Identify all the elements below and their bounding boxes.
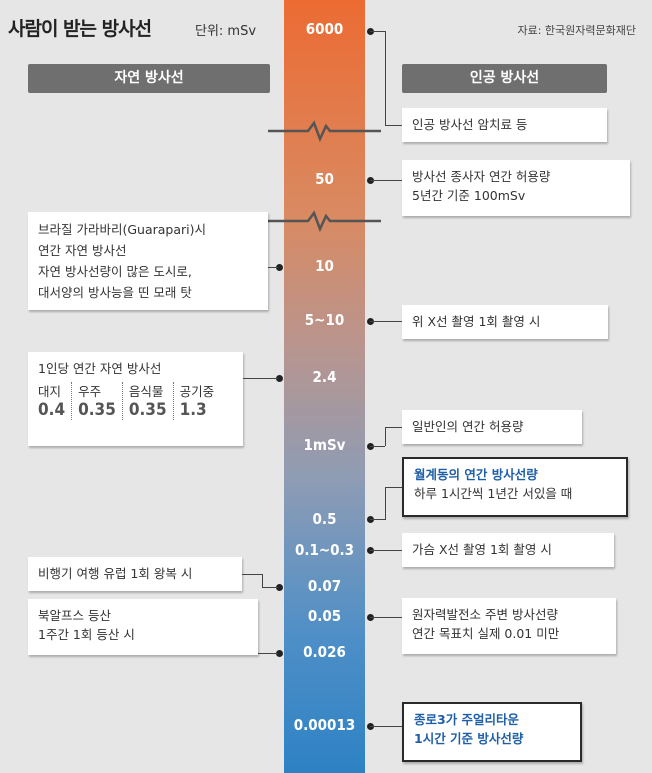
natural-sources-columns: 대지 0.4 우주 0.35 음식물 0.35 공기중 1.3 bbox=[38, 382, 233, 420]
source-value: 0.35 bbox=[128, 400, 167, 420]
source-label: 우주 bbox=[78, 384, 102, 399]
callout-per-capita-natural: 1인당 연간 자연 방사선 대지 0.4 우주 0.35 음식물 0.35 공기… bbox=[28, 352, 243, 446]
connector-line bbox=[370, 617, 402, 618]
connector-dot bbox=[276, 650, 283, 657]
connector-line bbox=[243, 378, 278, 379]
source-value: 1.3 bbox=[179, 400, 207, 420]
callout-line: 자연 방사선량이 많은 도시로, bbox=[38, 264, 192, 279]
callout-line: 가슴 X선 촬영 1회 촬영 시 bbox=[412, 542, 552, 557]
connector-line bbox=[370, 180, 402, 181]
scale-break-mark bbox=[268, 210, 381, 232]
callout-chest-xray: 가슴 X선 촬영 1회 촬영 시 bbox=[402, 533, 614, 567]
connector-line bbox=[262, 587, 278, 588]
scale-value-0-05: 0.05 bbox=[307, 607, 342, 625]
connector-line bbox=[385, 427, 386, 446]
callout-line: 5년간 기준 100mSv bbox=[412, 188, 526, 203]
connector-line bbox=[268, 267, 278, 268]
source-label: 공기중 bbox=[179, 384, 215, 399]
callout-line: 1시간 기준 방사선량 bbox=[414, 731, 524, 746]
callout-line: 연간 자연 방사선 bbox=[38, 243, 127, 258]
connector-line bbox=[385, 487, 386, 520]
source-value: 0.4 bbox=[38, 400, 66, 420]
callout-alps-hiking: 북알프스 등산 1주간 1회 등산 시 bbox=[28, 599, 258, 655]
connector-line bbox=[262, 574, 263, 587]
connector-line bbox=[385, 487, 402, 488]
connector-line bbox=[370, 321, 402, 322]
connector-dot bbox=[276, 264, 283, 271]
callout-line: 대서양의 방사능을 띤 모래 탓 bbox=[38, 285, 192, 300]
connector-line bbox=[242, 574, 262, 575]
connector-line bbox=[370, 446, 385, 447]
connector-dot bbox=[276, 375, 283, 382]
callout-line: 월계동의 연간 방사선량 bbox=[414, 467, 538, 482]
callout-line: 1주간 1회 등산 시 bbox=[38, 627, 135, 642]
source-column-food: 음식물 0.35 bbox=[123, 382, 174, 420]
callout-line: 북알프스 등산 bbox=[38, 608, 111, 623]
source-column-air: 공기중 1.3 bbox=[174, 382, 221, 420]
callout-line: 원자력발전소 주변 방사선량 bbox=[412, 607, 558, 622]
callout-line: 브라질 가라바리(Guarapari)시 bbox=[38, 222, 207, 237]
callout-nuclear-plant: 원자력발전소 주변 방사선량 연간 목표치 실제 0.01 미만 bbox=[402, 598, 616, 654]
source-column-space: 우주 0.35 bbox=[72, 382, 123, 420]
source-value: 0.35 bbox=[78, 400, 116, 420]
source-label: 자료: 한국원자력문화재단 bbox=[517, 24, 636, 37]
callout-cancer-therapy: 인공 방사선 암치료 등 bbox=[402, 108, 607, 142]
connector-line bbox=[370, 726, 402, 727]
connector-line bbox=[385, 31, 386, 125]
callout-title: 1인당 연간 자연 방사선 bbox=[38, 361, 162, 376]
scale-value-0-1-0-3: 0.1~0.3 bbox=[294, 541, 355, 559]
scale-value-50: 50 bbox=[315, 170, 334, 188]
callout-line: 인공 방사선 암치료 등 bbox=[412, 117, 528, 132]
unit-label: 단위: mSv bbox=[195, 24, 257, 39]
callout-line: 하루 1시간씩 1년간 서있을 때 bbox=[414, 486, 573, 501]
connector-line bbox=[370, 550, 402, 551]
scale-value-1msv: 1mSv bbox=[303, 436, 346, 454]
callout-wolgye-dong: 월계동의 연간 방사선량 하루 1시간씩 1년간 서있을 때 bbox=[402, 457, 628, 517]
callout-line: 종로3가 주얼리타운 bbox=[414, 712, 520, 727]
callout-line: 연간 목표치 실제 0.01 미만 bbox=[412, 626, 560, 641]
callout-guarapari: 브라질 가라바리(Guarapari)시 연간 자연 방사선 자연 방사선량이 … bbox=[28, 212, 268, 310]
connector-line bbox=[385, 125, 402, 126]
connector-line bbox=[385, 427, 402, 428]
connector-line bbox=[258, 653, 278, 654]
connector-line bbox=[370, 519, 385, 520]
callout-line: 방사선 종사자 연간 허용량 bbox=[412, 169, 551, 184]
callout-line: 위 X선 촬영 1회 촬영 시 bbox=[412, 314, 541, 329]
connector-dot bbox=[276, 584, 283, 591]
source-label: 음식물 bbox=[128, 384, 164, 399]
callout-flight-europe: 비행기 여행 유럽 1회 왕복 시 bbox=[28, 557, 242, 591]
page-title: 사람이 받는 방사선 bbox=[8, 18, 152, 40]
scale-value-10: 10 bbox=[315, 257, 334, 275]
source-column-land: 대지 0.4 bbox=[38, 382, 73, 420]
scale-value-6000: 6000 bbox=[305, 20, 344, 38]
scale-value-5-10: 5~10 bbox=[304, 311, 345, 329]
scale-value-0-07: 0.07 bbox=[307, 577, 342, 595]
scale-value-0-5: 0.5 bbox=[312, 510, 337, 528]
callout-public-limit: 일반인의 연간 허용량 bbox=[402, 410, 582, 444]
callout-line: 일반인의 연간 허용량 bbox=[412, 419, 524, 434]
scale-value-0-026: 0.026 bbox=[303, 643, 346, 661]
source-label: 대지 bbox=[38, 384, 62, 399]
artificial-radiation-header: 인공 방사선 bbox=[402, 64, 607, 93]
connector-line bbox=[370, 31, 385, 32]
scale-break-mark bbox=[268, 120, 381, 142]
scale-value-0-00013: 0.00013 bbox=[293, 716, 356, 734]
callout-stomach-xray: 위 X선 촬영 1회 촬영 시 bbox=[402, 305, 608, 339]
scale-value-2-4: 2.4 bbox=[312, 368, 337, 386]
callout-worker-limit: 방사선 종사자 연간 허용량 5년간 기준 100mSv bbox=[402, 160, 630, 216]
natural-radiation-header: 자연 방사선 bbox=[28, 64, 270, 93]
callout-line: 비행기 여행 유럽 1회 왕복 시 bbox=[38, 566, 193, 581]
callout-jongno-jewelry-town: 종로3가 주얼리타운 1시간 기준 방사선량 bbox=[402, 702, 582, 762]
